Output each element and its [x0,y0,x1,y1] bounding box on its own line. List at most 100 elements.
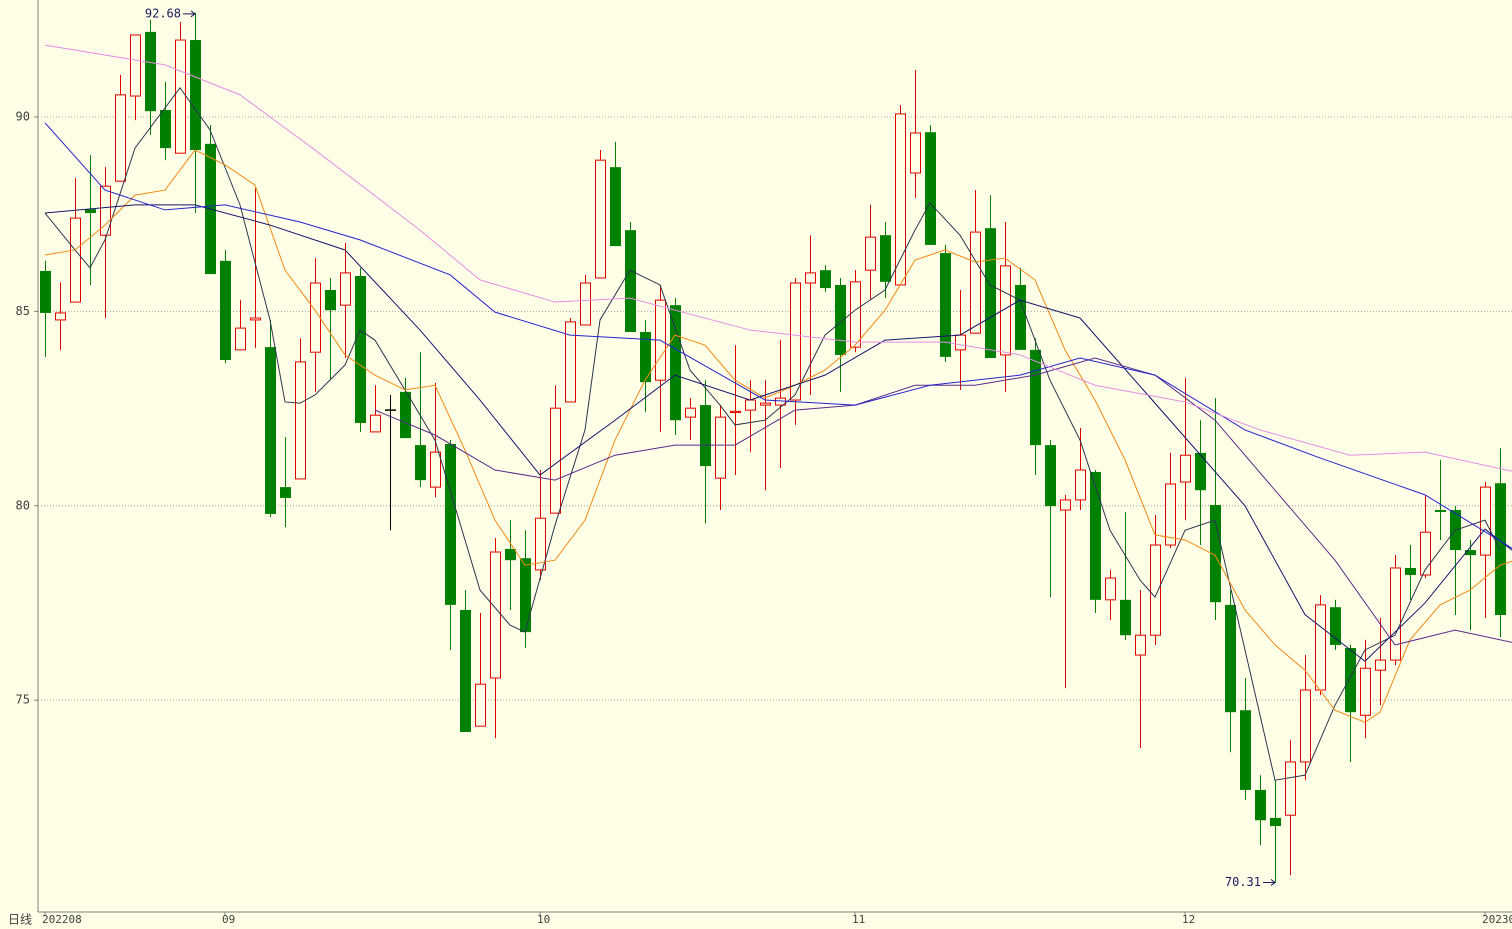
candle-body [580,282,591,326]
candle-body [85,209,96,214]
candle-body [745,399,756,411]
candle-body [1165,483,1176,546]
x-tick-label: 12 [1182,913,1195,926]
candle-body [445,443,456,605]
candle-body [1180,454,1191,483]
candle-body [115,94,126,182]
candle-body [1300,689,1311,763]
candle-body [1390,567,1401,661]
x-tick-label: 09 [222,913,235,926]
ma-line [44,122,1512,549]
candle-body [325,290,336,311]
candle-body [1375,659,1386,671]
candle-body [1420,531,1431,576]
candle-body [865,236,876,271]
candle-body [100,185,111,236]
candle-body [670,305,681,421]
candle-body [1330,607,1341,645]
candle-body [1075,469,1086,501]
candle-body [850,281,861,348]
candle-body [625,230,636,332]
candle-body [400,391,411,439]
candle-body [820,270,831,289]
period-label: 日线 [8,913,32,927]
candle-body [925,132,936,245]
candle-body [1120,599,1131,636]
candle-body [1195,452,1206,491]
candle-body [730,410,741,413]
candle-body [535,517,546,571]
candle-body [1465,550,1476,556]
candle-body [1135,634,1146,656]
x-tick-label: 202208 [42,913,82,926]
ma-line [44,44,1512,472]
candle-body [175,39,186,154]
candle-body [955,334,966,351]
candle-body [565,321,576,403]
candle-body [1315,604,1326,691]
candle-body [1105,577,1116,601]
candle-body [130,34,141,97]
ma-line [374,357,1512,646]
candle-body [235,327,246,351]
candle-body [520,558,531,633]
min-label: 70.31 [1225,875,1261,889]
candle-body [790,282,801,401]
candle-body [1210,504,1221,603]
max-label: 92.68 [145,6,181,20]
x-tick-label: 11 [852,913,865,926]
candle-body [970,231,981,334]
candle-body [1000,265,1011,356]
ma-line [44,87,1501,781]
candle-body [370,414,381,433]
candle-body [1240,710,1251,790]
candle-body [460,609,471,733]
candle-body [145,31,156,112]
candle-body [55,312,66,321]
candle-body [475,683,486,727]
candle-body [1150,544,1161,636]
candle-body [835,284,846,355]
candle-body [295,361,306,480]
candle-body [985,228,996,359]
y-tick-label: 75 [16,693,30,707]
candle-body [1255,789,1266,821]
candle-body [610,167,621,247]
candle-body [190,40,201,151]
max-arrow [183,10,196,18]
candle-body [415,445,426,481]
candle-body [1225,604,1236,713]
candle-body [685,407,696,418]
candle-body [760,402,771,406]
y-tick-label: 90 [16,110,30,124]
candle-body [1060,499,1071,511]
candle-body [70,217,81,303]
candle-body [250,317,261,321]
candle-body [340,272,351,306]
candle-body [505,548,516,561]
y-tick-label: 85 [16,304,30,318]
candle-body [1435,510,1446,512]
candle-body [430,451,441,488]
candle-body [490,551,501,679]
candle-body [910,132,921,174]
candle-body [1285,761,1296,816]
candle-body [1045,445,1056,507]
candle-body [1495,483,1506,615]
candle-body [1360,667,1371,716]
candle-body [280,487,291,498]
candle-body [1345,648,1356,713]
candle-body [1015,284,1026,350]
y-tick-label: 80 [16,498,30,512]
candle-body [940,253,951,357]
candle-body [595,159,606,279]
x-tick-label: 20230 [1482,913,1512,926]
candle-body [805,272,816,284]
candle-body [1090,471,1101,600]
candle-body [40,270,51,313]
min-arrow [1263,879,1276,886]
ma-line [44,204,1512,662]
